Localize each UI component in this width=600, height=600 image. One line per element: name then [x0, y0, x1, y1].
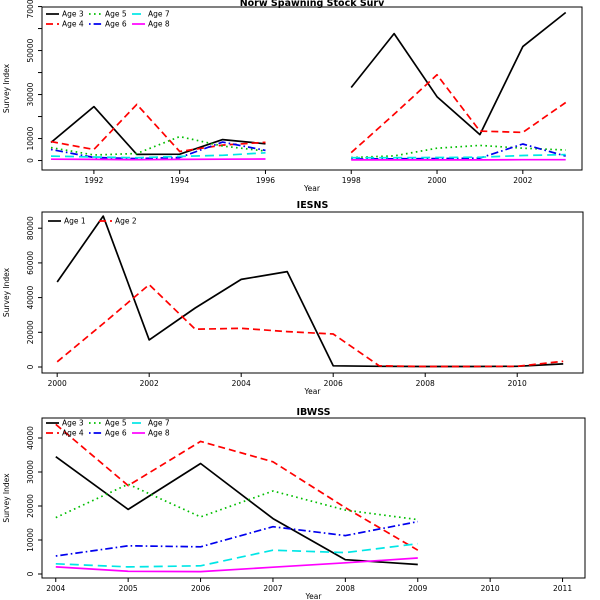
x-axis-title: Year — [303, 184, 321, 193]
x-tick-label: 1998 — [342, 176, 361, 185]
series-line-age-7 — [351, 153, 566, 159]
x-tick-label: 1992 — [84, 176, 103, 185]
legend-label: Age 3 — [62, 419, 84, 428]
y-axis-title: Survey Index — [2, 473, 11, 523]
legend-label: Age 5 — [105, 419, 127, 428]
series-line-age-4 — [50, 103, 266, 153]
series-line-age-5 — [351, 144, 566, 159]
x-tick-label: 2006 — [191, 584, 210, 593]
series-line-age-7 — [50, 151, 266, 159]
series-line-age-4 — [350, 73, 567, 154]
chart-norw-spawning-svg: Norw Spawning Stock Surv 1992 1994 1996 1998… — [2, 0, 583, 193]
plot-box — [41, 6, 583, 171]
series-line-age-5 — [50, 135, 266, 156]
legend-label: Age 5 — [105, 10, 127, 19]
x-tick-label: 2010 — [508, 379, 527, 388]
series-line-age-8 — [55, 557, 418, 573]
chart-iesns-svg: IESNS 2000 2002 2004 2006 2008 2010 0 20000 40000… — [2, 200, 584, 396]
y-axis-title: Survey Index — [2, 267, 11, 317]
x-tick-label: 2011 — [553, 584, 572, 593]
series-line-age-2 — [56, 283, 564, 368]
chart-iesns: IESNS 2000 2002 2004 2006 2008 2010 0 20000 40000… — [0, 200, 600, 405]
chart-ibwss: IBWSS 2004 2005 2006 2007 2008 2009 2010 2011 0 10… — [0, 405, 600, 600]
x-axis-title: Year — [305, 592, 323, 600]
series-line-age-7 — [55, 542, 418, 568]
x-tick-label: 2008 — [416, 379, 435, 388]
y-tick-label: 30000 — [26, 82, 35, 106]
legend-label: Age 8 — [148, 20, 170, 29]
x-tick-label: 1996 — [256, 176, 275, 185]
y-tick-label: 40000 — [26, 285, 35, 309]
chart-ibwss-svg: IBWSS 2004 2005 2006 2007 2008 2009 2010 2011 0 10… — [2, 407, 586, 600]
series-line-age-3 — [350, 11, 567, 136]
x-tick-label: 2004 — [46, 584, 65, 593]
legend-label: Age 4 — [62, 20, 84, 29]
y-tick-label: 0 — [26, 571, 35, 576]
plot-box — [41, 211, 584, 374]
y-tick-label: 10000 — [26, 126, 35, 150]
y-axis-title: Survey Index — [2, 63, 11, 113]
y-tick-label: 0 — [26, 158, 35, 163]
legend-label: Age 3 — [62, 10, 84, 19]
chart-norw-spawning-stock-surv: Norw Spawning Stock Surv 1992 1994 1996 1998… — [0, 0, 600, 200]
series-line-age-8 — [50, 158, 266, 161]
chart-title: IBWSS — [297, 407, 331, 418]
series-line-age-3 — [50, 105, 266, 156]
x-tick-label: 2006 — [324, 379, 343, 388]
series-line-age-5 — [55, 483, 418, 521]
legend-label: Age 4 — [62, 429, 84, 438]
legend-label: Age 8 — [148, 429, 170, 438]
y-tick-label: 50000 — [26, 38, 35, 62]
series-line-age-4 — [55, 423, 419, 551]
x-tick-label: 2004 — [232, 379, 251, 388]
x-tick-label: 2010 — [481, 584, 500, 593]
legend-label: Age 7 — [148, 419, 170, 428]
y-tick-label: 70000 — [26, 0, 35, 18]
series-line-age-6 — [351, 143, 566, 160]
x-tick-label: 2000 — [427, 176, 446, 185]
x-tick-label: 1994 — [170, 176, 189, 185]
x-tick-label: 2009 — [408, 584, 427, 593]
x-tick-label: 2002 — [140, 379, 159, 388]
legend-label: Age 6 — [105, 20, 127, 29]
legend-label: Age 7 — [148, 10, 170, 19]
series-line-age-6 — [55, 520, 418, 557]
chart-title: Norw Spawning Stock Surv — [240, 0, 385, 9]
y-tick-label: 20000 — [26, 320, 35, 344]
series-line-age-3 — [55, 456, 418, 566]
y-tick-label: 0 — [26, 364, 35, 369]
x-tick-label: 2005 — [119, 584, 138, 593]
legend-label: Age 6 — [105, 429, 127, 438]
x-tick-label: 2000 — [48, 379, 67, 388]
legend-label: Age 2 — [115, 217, 137, 226]
legend-label: Age 1 — [64, 217, 86, 226]
series-line-age-1 — [56, 215, 564, 368]
y-tick-label: 80000 — [26, 216, 35, 240]
plot-box — [41, 417, 586, 579]
x-tick-label: 2008 — [336, 584, 355, 593]
y-tick-label: 10000 — [26, 528, 35, 552]
y-tick-label: 30000 — [26, 460, 35, 484]
x-axis-title: Year — [304, 387, 322, 396]
chart-title: IESNS — [297, 200, 329, 211]
x-tick-label: 2007 — [263, 584, 282, 593]
y-tick-label: 60000 — [26, 251, 35, 275]
x-tick-label: 2002 — [513, 176, 532, 185]
y-tick-label: 20000 — [26, 494, 35, 518]
y-tick-label: 40000 — [26, 426, 35, 450]
